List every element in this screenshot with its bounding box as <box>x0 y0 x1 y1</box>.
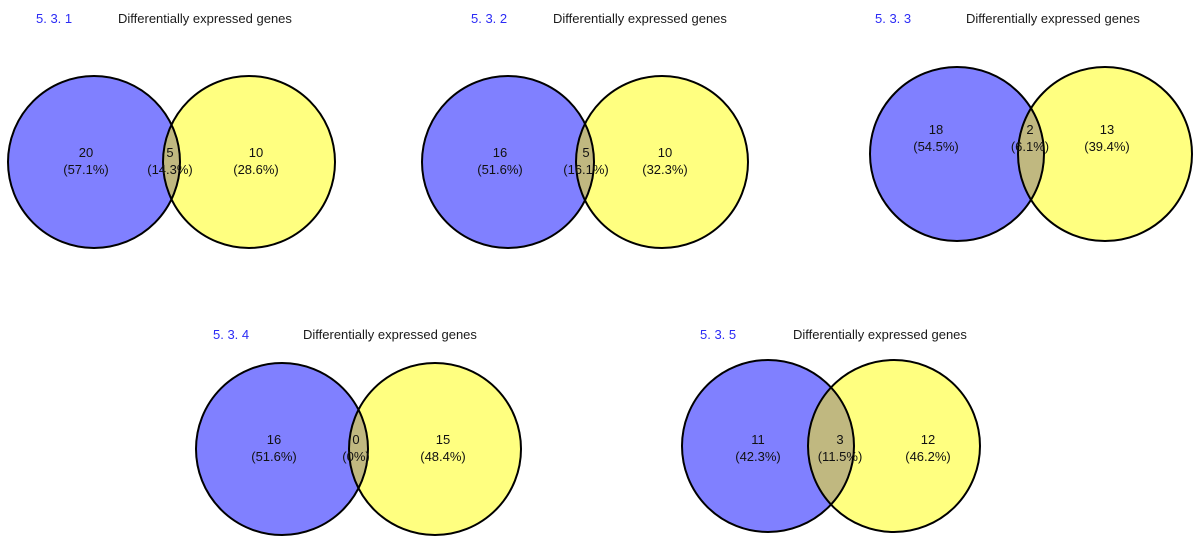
overlap-percent: (14.3%) <box>147 162 193 177</box>
right-set-circle <box>349 363 521 535</box>
right-percent: (28.6%) <box>233 162 279 177</box>
left-count: 16 <box>267 432 281 447</box>
overlap-count: 2 <box>1026 122 1033 137</box>
right-percent: (39.4%) <box>1084 139 1130 154</box>
right-count: 15 <box>436 432 450 447</box>
left-count: 16 <box>493 145 507 160</box>
right-set-circle <box>576 76 748 248</box>
venn-diagram-4: 5. 3. 4 Differentially expressed genes 1… <box>195 327 522 536</box>
left-set-outline <box>195 362 369 536</box>
left-percent: (51.6%) <box>251 449 297 464</box>
overlap-count: 0 <box>352 432 359 447</box>
diagram-title: Differentially expressed genes <box>966 11 1140 26</box>
left-count: 11 <box>751 432 765 447</box>
diagram-id: 5. 3. 1 <box>36 11 72 26</box>
right-set-circle <box>163 76 335 248</box>
left-set-outline <box>421 75 595 249</box>
right-count: 10 <box>249 145 263 160</box>
left-set-circle <box>422 76 594 248</box>
diagram-id: 5. 3. 4 <box>213 327 249 342</box>
right-set-outline <box>162 75 336 249</box>
left-set-circle <box>8 76 180 248</box>
left-set-circle <box>196 363 368 535</box>
right-percent: (46.2%) <box>905 449 951 464</box>
right-set-outline <box>807 359 981 533</box>
left-percent: (51.6%) <box>477 162 523 177</box>
left-set-circle <box>870 67 1044 241</box>
left-count: 20 <box>79 145 93 160</box>
overlap-percent: (6.1%) <box>1011 139 1049 154</box>
right-set-outline <box>575 75 749 249</box>
overlap-count: 5 <box>582 145 589 160</box>
overlap-count: 5 <box>166 145 173 160</box>
diagram-id: 5. 3. 3 <box>875 11 911 26</box>
right-count: 13 <box>1100 122 1114 137</box>
venn-diagram-3: 5. 3. 3 Differentially expressed genes 1… <box>869 11 1193 242</box>
left-percent: (54.5%) <box>913 139 959 154</box>
overlap-count: 3 <box>836 432 843 447</box>
right-percent: (32.3%) <box>642 162 688 177</box>
left-percent: (57.1%) <box>63 162 109 177</box>
diagram-title: Differentially expressed genes <box>793 327 967 342</box>
right-percent: (48.4%) <box>420 449 466 464</box>
right-count: 10 <box>658 145 672 160</box>
left-set-outline <box>681 359 855 533</box>
diagram-title: Differentially expressed genes <box>118 11 292 26</box>
diagram-title: Differentially expressed genes <box>303 327 477 342</box>
left-set-outline <box>7 75 181 249</box>
right-set-outline <box>348 362 522 536</box>
right-set-circle <box>808 360 980 532</box>
left-set-circle <box>682 360 854 532</box>
right-set-circle <box>1018 67 1192 241</box>
overlap-percent: (0%) <box>342 449 369 464</box>
right-set-outline <box>1017 66 1193 242</box>
diagram-title: Differentially expressed genes <box>553 11 727 26</box>
right-count: 12 <box>921 432 935 447</box>
overlap-percent: (11.5%) <box>818 449 863 464</box>
left-count: 18 <box>929 122 943 137</box>
left-set-outline <box>869 66 1045 242</box>
venn-diagram-5: 5. 3. 5 Differentially expressed genes 1… <box>681 327 981 533</box>
diagram-id: 5. 3. 5 <box>700 327 736 342</box>
venn-diagram-2: 5. 3. 2 Differentially expressed genes 1… <box>421 11 749 249</box>
venn-diagram-1: 5. 3. 1 Differentially expressed genes 2… <box>7 11 336 249</box>
overlap-percent: (16.1%) <box>563 162 609 177</box>
diagram-id: 5. 3. 2 <box>471 11 507 26</box>
left-percent: (42.3%) <box>735 449 781 464</box>
